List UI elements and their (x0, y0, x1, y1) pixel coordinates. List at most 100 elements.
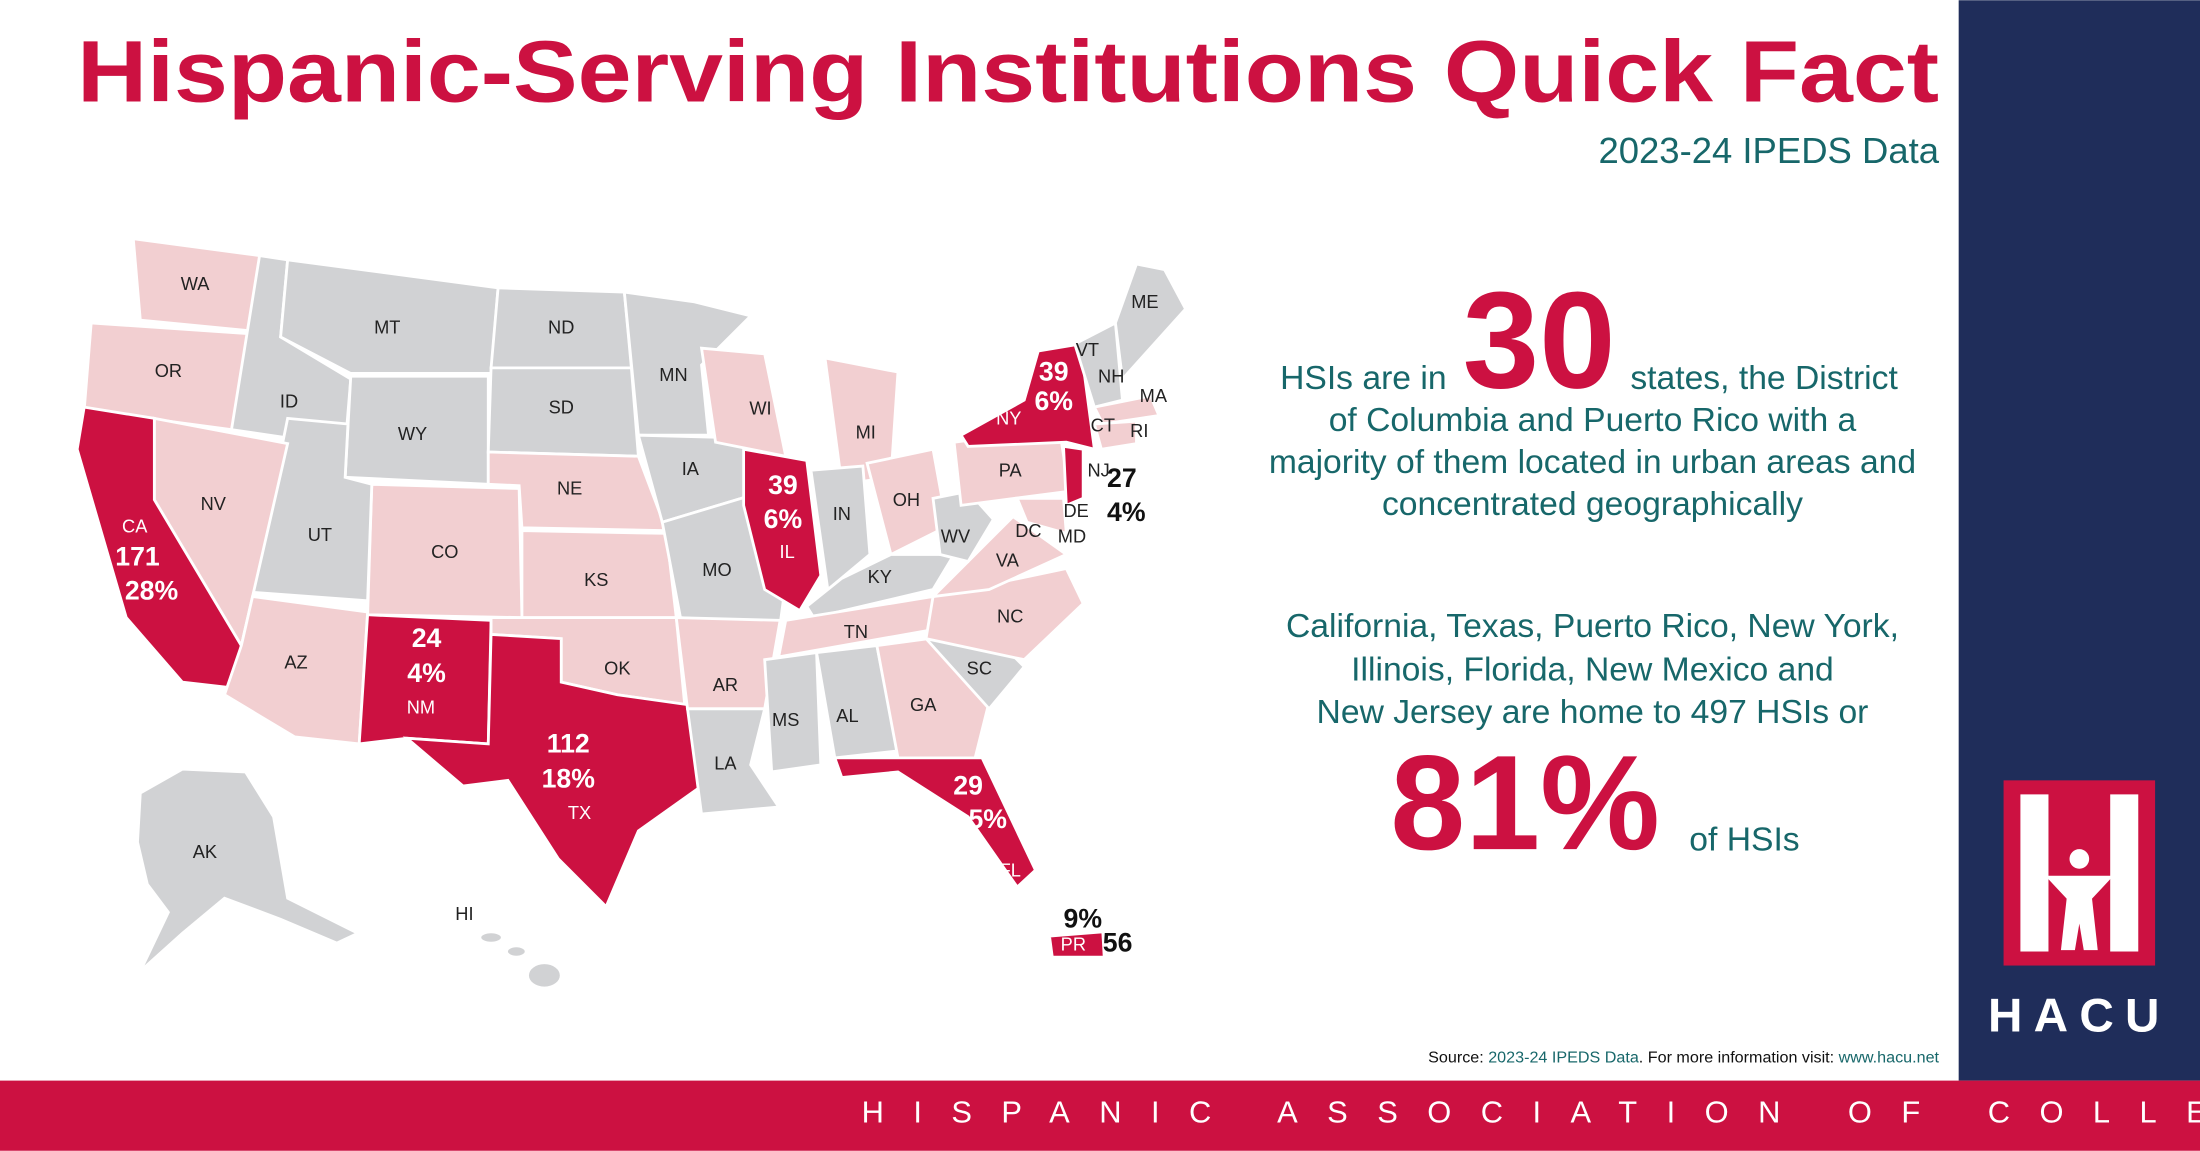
state-label: OH (893, 489, 920, 510)
state-label: KY (868, 566, 892, 587)
callout-count: 56 (1103, 928, 1133, 958)
state (959, 342, 1097, 452)
state-label: PA (999, 459, 1023, 480)
source-link: www.hacu.net (1838, 1048, 1940, 1066)
state (929, 514, 1070, 599)
logo: HACU (1988, 780, 2171, 1042)
state-label: SD (549, 396, 574, 417)
state (832, 756, 1038, 890)
logo-text: HACU (1988, 989, 2171, 1042)
state-label: CT (1091, 415, 1115, 436)
callout-state: TX (568, 802, 591, 823)
callout-count: 112 (547, 728, 590, 758)
state-label: SC (967, 657, 992, 678)
state-label: HI (455, 903, 473, 924)
logo-shape (2110, 794, 2139, 952)
callout-state: PR (1061, 934, 1086, 955)
title: Hispanic-Serving Institutions Quick Fact (77, 23, 1939, 120)
callout-state: NJ (1087, 459, 1109, 480)
state (222, 594, 370, 746)
state-label: AK (193, 841, 217, 862)
footer-text: HISPANIC ASSOCIATION OF COLLEGES & UNIVE… (862, 1095, 2200, 1130)
state-label: LA (714, 753, 737, 774)
state-label: ND (548, 316, 574, 337)
state-label: WI (749, 398, 771, 419)
callout-share: 18% (542, 763, 595, 793)
state-label: ID (280, 391, 298, 412)
state (763, 651, 823, 774)
state-label: MO (702, 559, 731, 580)
state-label: WA (181, 273, 211, 294)
state (136, 767, 362, 973)
state-label: MA (1140, 385, 1168, 406)
state-label: MD (1058, 525, 1086, 546)
state (402, 632, 704, 910)
source-text: . For more information visit: (1639, 1048, 1839, 1066)
state (875, 637, 991, 760)
callout-share: 6% (764, 504, 803, 534)
state (685, 707, 782, 816)
callout-share: 9% (1064, 904, 1103, 934)
fact-text: Illinois, Florida, New Mexico and (1351, 652, 1834, 689)
callout-count: 39 (1039, 357, 1069, 387)
callout-share: 28% (125, 575, 178, 605)
state (1015, 496, 1068, 536)
fact-text: of HSIs (1689, 822, 1799, 859)
subtitle: 2023-24 IPEDS Data (1598, 130, 1939, 171)
us-map (75, 237, 1188, 990)
state-label: VA (996, 549, 1020, 570)
callouts: CA 171 28% 24 4% NM 112 18% TX 39 6% IL … (115, 357, 1145, 958)
state-label: NH (1098, 365, 1124, 386)
state-label: IN (833, 503, 851, 524)
callout-state: FL (1000, 859, 1021, 880)
state (486, 450, 669, 533)
fact-number: 30 (1463, 264, 1616, 417)
state-label: VT (1076, 339, 1099, 360)
state-label: WY (398, 423, 427, 444)
state (699, 346, 788, 459)
state-label: CO (431, 541, 458, 562)
state (1114, 262, 1188, 383)
state (1092, 419, 1138, 451)
callout-state: NY (996, 408, 1021, 429)
callout-share: 4% (407, 658, 446, 688)
callout-state: IL (780, 541, 795, 562)
source-text: Source: (1428, 1048, 1488, 1066)
state-labels: WA OR ID MT WY ND SD NE CO UT NV AZ KS O… (155, 273, 1168, 924)
state-label: NV (201, 493, 227, 514)
fact-text: of Columbia and Puerto Rico with a (1329, 402, 1857, 439)
state-label: MS (772, 709, 799, 730)
state-label: DE (1063, 500, 1088, 521)
state-label: DC (1015, 520, 1041, 541)
callout-state: NM (407, 697, 435, 718)
source-link: 2023-24 IPEDS Data (1488, 1048, 1639, 1066)
logo-shape (2045, 875, 2114, 951)
state (526, 961, 563, 990)
callout-share: 4% (1107, 497, 1146, 527)
state-label: GA (910, 694, 937, 715)
state-label: AR (713, 674, 738, 695)
state (742, 447, 823, 613)
state-label: NC (997, 605, 1023, 626)
state-label: TN (844, 621, 868, 642)
source-line: Source: 2023-24 IPEDS Data. For more inf… (1428, 1048, 1939, 1066)
state-label: UT (308, 524, 332, 545)
state-label: NE (557, 478, 582, 499)
footer-band (0, 1080, 2200, 1151)
state-label: KS (584, 569, 608, 590)
callout-share: 5% (968, 804, 1007, 834)
fact-text: states, the District (1630, 360, 1898, 397)
state (1092, 394, 1161, 426)
state-label: OK (604, 657, 630, 678)
state-label: MT (374, 316, 400, 337)
state (279, 258, 500, 375)
state-label: RI (1130, 420, 1148, 441)
state-label: IA (682, 458, 700, 479)
state-label: ME (1131, 291, 1158, 312)
state (809, 464, 872, 593)
facts: HSIs are in 30 states, the District of C… (1269, 264, 1916, 878)
fact-text: California, Texas, Puerto Rico, New York… (1286, 608, 1899, 645)
callout-share: 6% (1034, 386, 1073, 416)
fact-text: New Jersey are home to 497 HSIs or (1317, 694, 1869, 731)
